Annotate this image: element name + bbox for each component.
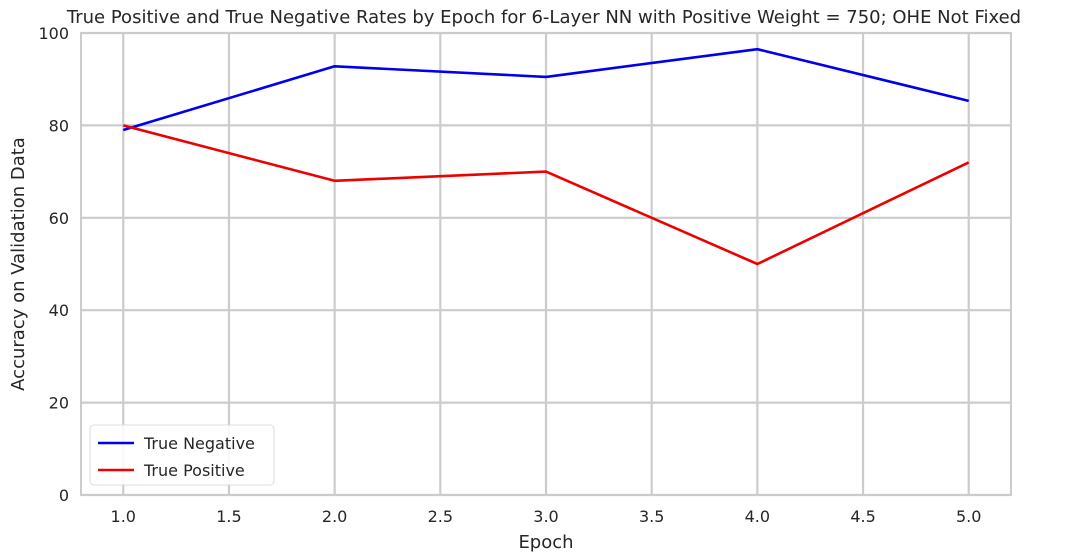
x-tick-label: 2.0 bbox=[322, 507, 347, 526]
legend-label: True Positive bbox=[143, 461, 245, 480]
y-tick-labels: 0 20 40 60 80 100 bbox=[38, 24, 69, 505]
x-tick-label: 4.0 bbox=[745, 507, 770, 526]
legend-box bbox=[89, 424, 275, 486]
legend: True Negative True Positive bbox=[89, 424, 275, 486]
legend-label: True Negative bbox=[143, 434, 255, 453]
series-layer bbox=[122, 47, 970, 266]
y-axis-label: Accuracy on Validation Data bbox=[8, 137, 29, 391]
plot-frame bbox=[80, 32, 1012, 496]
x-tick-label: 2.5 bbox=[428, 507, 453, 526]
y-tick-label: 0 bbox=[59, 486, 69, 505]
x-tick-label: 1.0 bbox=[111, 507, 136, 526]
x-tick-label: 3.0 bbox=[533, 507, 558, 526]
x-tick-label: 4.5 bbox=[850, 507, 875, 526]
x-tick-label: 5.0 bbox=[956, 507, 981, 526]
x-axis-label: Epoch bbox=[518, 532, 573, 553]
y-tick-label: 80 bbox=[49, 116, 69, 135]
y-tick-label: 60 bbox=[49, 209, 69, 228]
y-tick-label: 20 bbox=[49, 394, 69, 413]
x-tick-label: 3.5 bbox=[639, 507, 664, 526]
x-tick-labels: 1.0 1.5 2.0 2.5 3.0 3.5 4.0 4.5 5.0 bbox=[111, 507, 982, 526]
y-tick-label: 100 bbox=[38, 24, 69, 43]
x-tick-label: 1.5 bbox=[216, 507, 241, 526]
y-tick-label: 40 bbox=[49, 301, 69, 320]
chart-title: True Positive and True Negative Rates by… bbox=[66, 7, 1021, 28]
series-line bbox=[122, 124, 970, 266]
series-line bbox=[122, 47, 970, 132]
